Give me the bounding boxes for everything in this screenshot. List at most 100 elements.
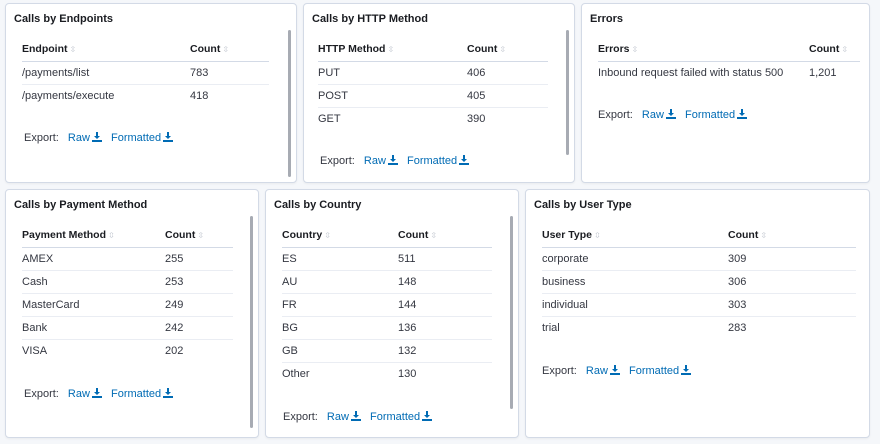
export-formatted-link[interactable]: Formatted (111, 132, 174, 144)
table-cell: 255 (165, 247, 233, 271)
download-icon (681, 365, 692, 375)
column-header-count[interactable]: Count ⇳ (809, 38, 860, 62)
column-header-http-method[interactable]: HTTP Method ⇳ (318, 38, 467, 62)
table-cell: 253 (165, 270, 233, 294)
panel-title: Calls by Endpoints (14, 13, 114, 25)
column-header-payment-method[interactable]: Payment Method ⇳ (22, 224, 165, 248)
table-row: VISA 202 (22, 339, 233, 362)
export-formatted-link[interactable]: Formatted (685, 109, 748, 121)
table-row: individual 303 (542, 293, 856, 317)
table-row: trial 283 (542, 316, 856, 339)
sort-icon: ⇳ (631, 45, 639, 55)
table-cell: VISA (22, 344, 48, 357)
table-cell: 144 (398, 293, 492, 317)
export-label: Export: (542, 365, 577, 377)
table-row: AU 148 (282, 270, 492, 294)
download-icon (91, 132, 102, 142)
table-row: GET 390 (318, 107, 548, 130)
panel-errors: Errors Errors ⇳ Count ⇳ Inbound request fa… (581, 3, 870, 183)
export-bar: Export: Raw Formatted (24, 388, 174, 400)
export-raw-link[interactable]: Raw (68, 388, 102, 400)
table-cell: 132 (398, 339, 492, 363)
table-cell: 783 (190, 61, 269, 85)
table-cell: 390 (467, 112, 486, 125)
column-header-count[interactable]: Count ⇳ (165, 224, 233, 248)
table-row: corporate 309 (542, 247, 856, 271)
table-cell: individual (542, 293, 728, 317)
sort-icon: ⇳ (841, 45, 849, 55)
column-header-count[interactable]: Count ⇳ (190, 38, 269, 62)
table-cell: 148 (398, 270, 492, 294)
table-row: /payments/list 783 (22, 61, 269, 85)
column-header-endpoint[interactable]: Endpoint ⇳ (22, 38, 190, 62)
table-cell: 130 (398, 367, 417, 380)
scrollbar[interactable] (288, 30, 291, 177)
data-table: Country ⇳ Count ⇳ ES 511 AU 148 FR 144 BG 136 … (282, 224, 492, 385)
table-row: GB 132 (282, 339, 492, 363)
export-raw-link[interactable]: Raw (364, 155, 398, 167)
export-raw-link[interactable]: Raw (642, 109, 676, 121)
table-cell: 406 (467, 61, 548, 85)
table-cell: 303 (728, 293, 856, 317)
sort-icon: ⇳ (594, 231, 601, 241)
sort-icon: ⇳ (387, 45, 395, 55)
export-formatted-link[interactable]: Formatted (407, 155, 470, 167)
table-row: Cash 253 (22, 270, 233, 294)
download-icon (609, 365, 620, 375)
scrollbar[interactable] (250, 216, 253, 428)
scrollbar[interactable] (510, 216, 513, 409)
data-table: HTTP Method ⇳ Count ⇳ PUT 406 POST 405 GET 39… (318, 38, 548, 130)
table-row: Bank 242 (22, 316, 233, 340)
table-cell: 511 (398, 247, 492, 271)
scrollbar[interactable] (566, 30, 569, 155)
download-icon (387, 155, 398, 165)
table-cell: 306 (728, 270, 856, 294)
export-formatted-link[interactable]: Formatted (111, 388, 174, 400)
panel-calls-by-http-method: Calls by HTTP Method HTTP Method ⇳ Count ⇳… (303, 3, 575, 183)
table-cell: 202 (165, 344, 184, 357)
sort-icon: ⇳ (197, 231, 205, 241)
export-raw-link[interactable]: Raw (68, 132, 102, 144)
export-label: Export: (320, 155, 355, 167)
export-formatted-link[interactable]: Formatted (629, 365, 692, 377)
table-row: /payments/execute 418 (22, 84, 269, 107)
export-bar: Export: Raw Formatted (320, 155, 470, 167)
export-label: Export: (24, 388, 59, 400)
sort-icon: ⇳ (324, 231, 331, 241)
column-header-errors[interactable]: Errors ⇳ (598, 38, 809, 62)
table-cell: BG (282, 316, 398, 340)
export-label: Export: (598, 109, 633, 121)
download-icon (163, 132, 174, 142)
export-raw-link[interactable]: Raw (586, 365, 620, 377)
sort-icon: ⇳ (222, 45, 230, 55)
table-row: Inbound request failed with status 500 1,… (598, 61, 860, 84)
export-label: Export: (24, 132, 59, 144)
table-cell: PUT (318, 61, 467, 85)
download-icon (459, 155, 470, 165)
table-cell: 418 (190, 89, 209, 102)
export-raw-link[interactable]: Raw (327, 411, 361, 423)
table-cell: 283 (728, 321, 747, 334)
export-formatted-link[interactable]: Formatted (370, 411, 433, 423)
download-icon (737, 109, 748, 119)
column-header-count[interactable]: Count ⇳ (398, 224, 492, 248)
table-cell: MasterCard (22, 293, 165, 317)
table-row: AMEX 255 (22, 247, 233, 271)
column-header-user-type[interactable]: User Type ⇳ (542, 224, 728, 248)
column-header-count[interactable]: Count ⇳ (467, 38, 548, 62)
data-table: Endpoint ⇳ Count ⇳ /payments/list 783 /paym… (22, 38, 269, 107)
table-cell: 249 (165, 293, 233, 317)
table-cell: 242 (165, 316, 233, 340)
panel-calls-by-user-type: Calls by User Type User Type ⇳ Count ⇳ cor… (525, 189, 870, 438)
column-header-country[interactable]: Country ⇳ (282, 224, 398, 248)
table-cell: 136 (398, 316, 492, 340)
table-cell: Bank (22, 316, 165, 340)
table-cell: GB (282, 339, 398, 363)
column-header-count[interactable]: Count ⇳ (728, 224, 856, 248)
sort-icon: ⇳ (499, 45, 507, 55)
table-cell: /payments/list (22, 61, 190, 85)
table-cell: Inbound request failed with status 500 (598, 66, 784, 79)
panel-title: Calls by HTTP Method (312, 13, 428, 25)
panel-calls-by-country: Calls by Country Country ⇳ Count ⇳ ES 511 A… (265, 189, 519, 438)
panel-title: Calls by User Type (534, 199, 632, 211)
